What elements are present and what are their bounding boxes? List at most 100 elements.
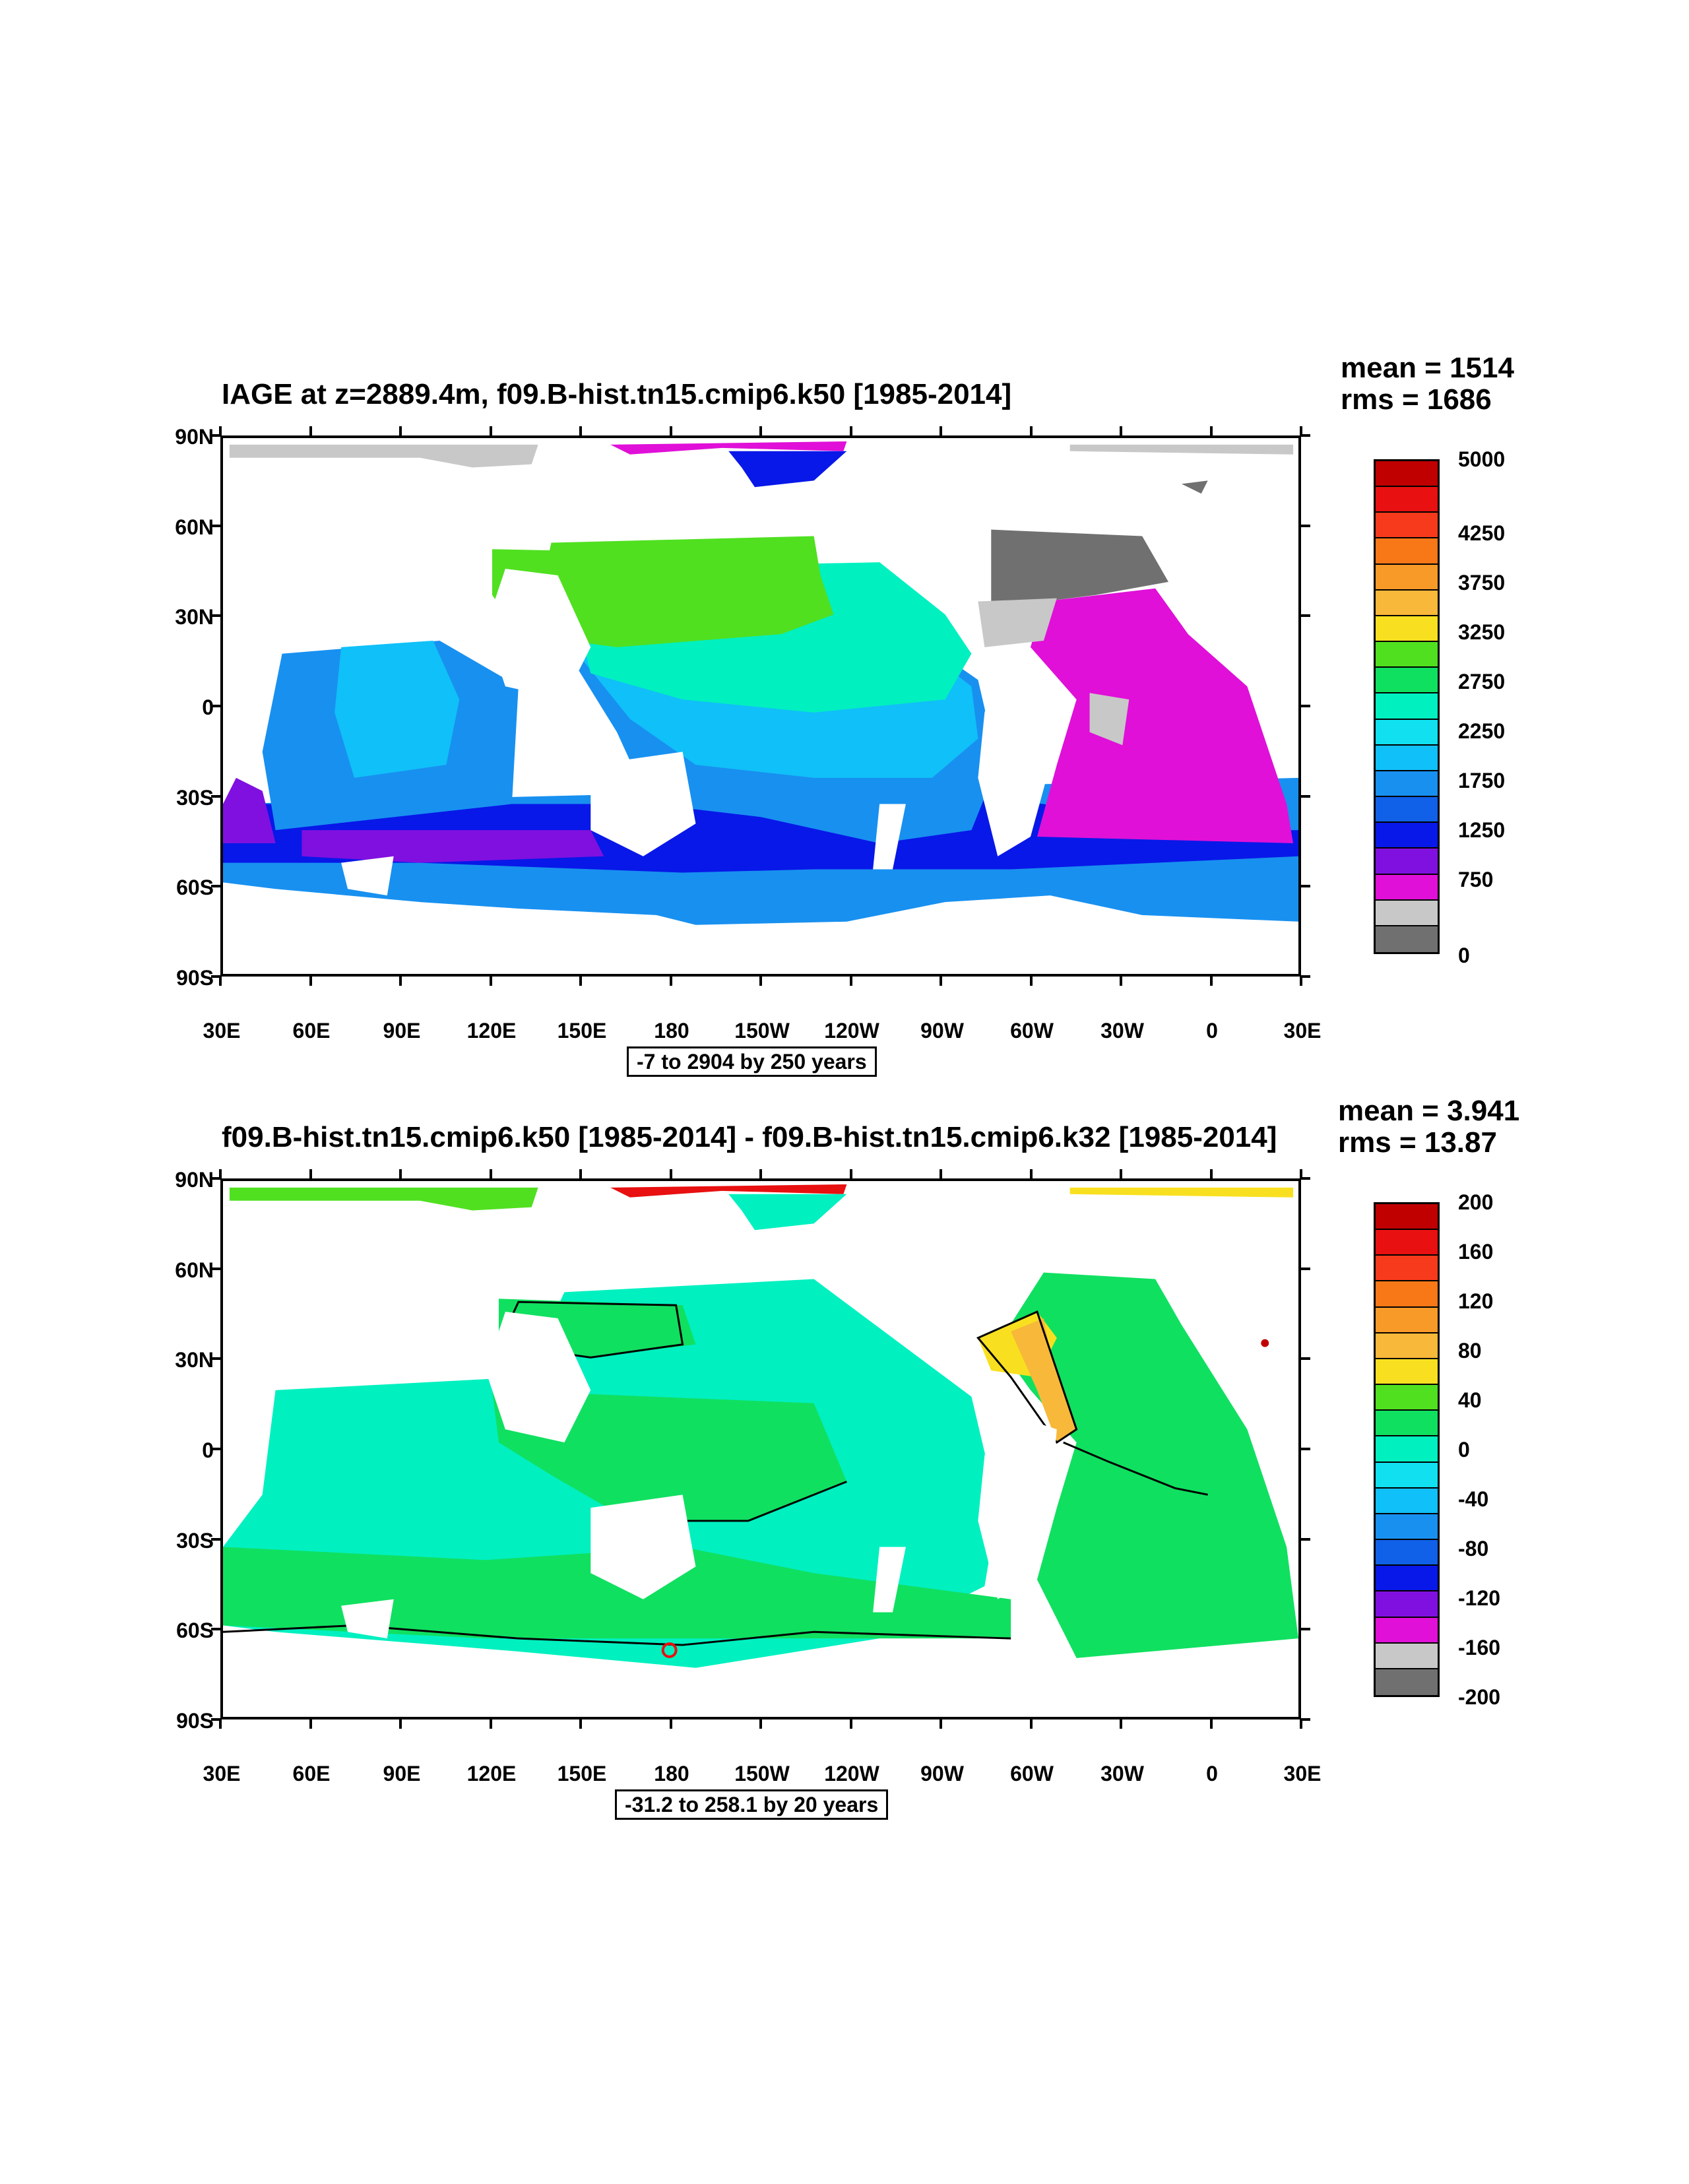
colorbar-label: 2250 [1458, 719, 1506, 743]
x-tick-mark [669, 977, 672, 986]
colorbar-label: 0 [1458, 944, 1470, 967]
colorbar-label: 3750 [1458, 571, 1506, 594]
y-tick-label: 60N [175, 1258, 214, 1282]
colorbar-label: 4250 [1458, 521, 1506, 545]
y-tick-mark [1301, 1628, 1310, 1631]
y-tick-label: 90N [175, 425, 214, 449]
colorbar-swatch [1376, 616, 1438, 643]
x-tick-mark [759, 426, 762, 435]
land-mass [590, 752, 696, 856]
x-tick-label: 120E [466, 1762, 517, 1785]
field-region [229, 444, 538, 468]
y-tick-mark [1301, 1267, 1310, 1270]
land-mass [486, 569, 591, 700]
y-tick-mark [1301, 524, 1310, 527]
colorbar-swatch [1376, 1359, 1438, 1386]
colorbar-swatch [1376, 900, 1438, 926]
field-region [610, 441, 847, 455]
y-tick-label: 30S [176, 1529, 214, 1553]
rms-stat: rms = 1686 [1341, 383, 1492, 416]
x-tick-label: 90W [920, 1762, 964, 1785]
colorbar-swatch [1376, 1488, 1438, 1514]
colorbar-swatch [1376, 1411, 1438, 1437]
x-tick-mark [1120, 1719, 1122, 1729]
field-region [978, 598, 1057, 647]
x-tick-mark [489, 426, 492, 435]
field-region [223, 1547, 1011, 1639]
x-tick-label: 60E [292, 1762, 331, 1785]
x-tick-mark [579, 426, 582, 435]
y-tick-mark [211, 885, 220, 888]
x-tick-mark [940, 977, 942, 986]
y-tick-mark [211, 1718, 220, 1721]
x-tick-mark [579, 977, 582, 986]
x-tick-mark [399, 1169, 402, 1178]
colorbar-swatch [1376, 461, 1438, 488]
colorbar [1374, 459, 1440, 954]
field-region [991, 529, 1168, 608]
colorbar-label: -200 [1458, 1685, 1501, 1709]
y-tick-mark [1301, 614, 1310, 618]
colorbar-label: -40 [1458, 1487, 1489, 1511]
y-tick-mark [211, 1357, 220, 1361]
x-tick-mark [849, 1719, 852, 1729]
y-tick-mark [211, 1177, 220, 1180]
contour-info: -31.2 to 258.1 by 20 years [615, 1789, 889, 1820]
colorbar-label: 0 [1458, 1438, 1470, 1461]
field-region [223, 777, 276, 843]
field-region [728, 451, 847, 488]
field-region [728, 1194, 847, 1231]
colorbar-label: -80 [1458, 1537, 1489, 1560]
y-tick-mark [1301, 1537, 1310, 1541]
map-field [223, 1184, 1298, 1668]
colorbar-swatch [1376, 1385, 1438, 1411]
y-tick-mark [211, 434, 220, 437]
colorbar-swatch [1376, 590, 1438, 616]
x-tick-label: 30E [203, 1762, 241, 1785]
land-mass [873, 1547, 906, 1613]
x-tick-label: 0 [1206, 1019, 1218, 1043]
contour-line [1063, 1441, 1208, 1496]
x-tick-mark [940, 426, 942, 435]
x-tick-mark [489, 1719, 492, 1729]
field-region [998, 1272, 1298, 1658]
y-tick-mark [1301, 1718, 1310, 1721]
land-mass [873, 804, 906, 870]
x-tick-mark [399, 426, 402, 435]
x-tick-mark [669, 1169, 672, 1178]
colorbar-label: 80 [1458, 1339, 1482, 1363]
x-tick-mark [1029, 1719, 1033, 1729]
colorbar-swatch [1376, 1436, 1438, 1463]
x-tick-mark [1209, 1169, 1213, 1178]
colorbar-swatch [1376, 668, 1438, 694]
y-tick-mark [211, 1628, 220, 1631]
y-tick-mark [1301, 975, 1310, 978]
x-tick-mark [1209, 426, 1213, 435]
y-tick-mark [211, 975, 220, 978]
x-tick-mark [669, 426, 672, 435]
y-tick-label: 60N [175, 515, 214, 539]
colorbar-label: -120 [1458, 1586, 1501, 1610]
field-region [610, 1184, 847, 1198]
colorbar-label: 40 [1458, 1388, 1482, 1412]
colorbar-swatch [1376, 926, 1438, 952]
field-region [335, 640, 460, 778]
x-tick-mark [579, 1719, 582, 1729]
x-tick-mark [219, 977, 222, 986]
colorbar-swatch [1376, 1514, 1438, 1541]
colorbar [1374, 1202, 1440, 1697]
x-tick-label: 30W [1100, 1019, 1144, 1043]
mean-stat: mean = 1514 [1341, 352, 1514, 384]
colorbar-swatch [1376, 823, 1438, 849]
y-tick-label: 30S [176, 786, 214, 810]
y-tick-label: 90S [176, 966, 214, 990]
colorbar-label: 200 [1458, 1190, 1494, 1214]
x-tick-mark [219, 1719, 222, 1729]
x-tick-mark [1300, 977, 1302, 986]
contour-info: -7 to 2904 by 250 years [627, 1046, 877, 1077]
y-tick-label: 60S [176, 876, 214, 899]
x-tick-label: 90E [383, 1762, 421, 1785]
field-region [1069, 1187, 1294, 1198]
x-tick-label: 60W [1010, 1019, 1054, 1043]
y-tick-mark [211, 794, 220, 798]
